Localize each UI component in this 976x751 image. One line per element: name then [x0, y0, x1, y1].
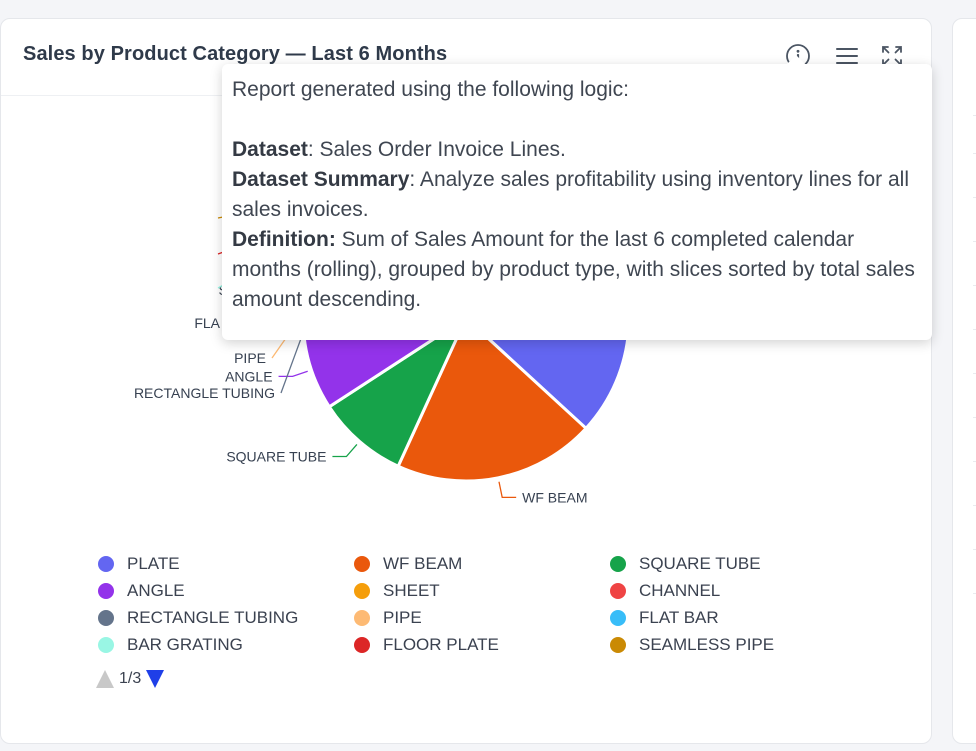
- legend-label: FLAT BAR: [639, 607, 719, 627]
- legend-label: PIPE: [383, 607, 422, 627]
- slice-label-fla: FLA: [194, 315, 220, 331]
- summary-text: : Analyze sales profitability using inve…: [232, 168, 910, 221]
- legend-prev-icon[interactable]: [96, 670, 114, 688]
- legend-dot-icon: [354, 636, 370, 653]
- label-line-angle: [278, 370, 308, 378]
- legend-dot-icon: [98, 555, 114, 572]
- legend-item-plate[interactable]: PLATE: [98, 550, 180, 577]
- legend-label: WF BEAM: [383, 553, 463, 573]
- pie-slice-square-tube[interactable]: [327, 313, 470, 469]
- legend-dot-icon: [98, 582, 114, 599]
- pie-slice-wf-beam[interactable]: [396, 315, 589, 483]
- legend-item-bar-grating[interactable]: BAR GRATING: [98, 631, 243, 658]
- tooltip-intro: Report generated using the following log…: [232, 78, 629, 101]
- legend-item-sheet[interactable]: SHEET: [354, 577, 440, 604]
- definition-text: Sum of Sales Amount for the last 6 compl…: [232, 228, 915, 311]
- info-tooltip: Report generated using the following log…: [222, 55, 932, 340]
- chart-title: Sales by Product Category — Last 6 Month…: [23, 43, 448, 65]
- legend-dot-icon: [98, 609, 114, 626]
- legend-dot-icon: [354, 609, 370, 626]
- legend-label: ANGLE: [127, 580, 185, 600]
- legend-label: FLOOR PLATE: [383, 634, 499, 654]
- legend-item-flat-bar[interactable]: FLAT BAR: [610, 604, 719, 631]
- legend-item-rectangle-tubing[interactable]: RECTANGLE TUBING: [98, 604, 298, 631]
- legend-item-seamless-pipe[interactable]: SEAMLESS PIPE: [610, 631, 774, 658]
- legend-dot-icon: [610, 609, 626, 626]
- legend-item-angle[interactable]: ANGLE: [98, 577, 185, 604]
- tooltip-summary: Dataset Summary: Analyze sales profitabi…: [232, 165, 922, 225]
- legend-item-channel[interactable]: CHANNEL: [610, 577, 720, 604]
- legend-label: SQUARE TUBE: [639, 553, 761, 573]
- legend-next-icon[interactable]: [146, 670, 165, 688]
- legend-label: SEAMLESS PIPE: [639, 634, 775, 654]
- legend-item-floor-plate[interactable]: FLOOR PLATE: [354, 631, 499, 658]
- label-line-square-tube: [332, 443, 358, 458]
- legend-label: RECTANGLE TUBING: [127, 607, 299, 627]
- legend-dot-icon: [610, 636, 626, 653]
- adjacent-card: [952, 18, 976, 744]
- legend-dot-icon: [354, 555, 370, 572]
- definition-label: Definition:: [232, 228, 336, 251]
- legend-pager: 1/3: [96, 670, 165, 688]
- legend-item-wf-beam[interactable]: WF BEAM: [354, 550, 462, 577]
- legend-dot-icon: [610, 582, 626, 599]
- legend-page-indicator: 1/3: [119, 670, 142, 687]
- legend-label: CHANNEL: [639, 580, 721, 600]
- legend-label: BAR GRATING: [127, 634, 243, 654]
- dataset-text: : Sales Order Invoice Lines.: [307, 138, 566, 161]
- tooltip-definition: Definition: Sum of Sales Amount for the …: [232, 225, 922, 315]
- legend-item-square-tube[interactable]: SQUARE TUBE: [610, 550, 761, 577]
- slice-label-angle: ANGLE: [225, 368, 272, 384]
- tooltip-dataset: Dataset: Sales Order Invoice Lines.: [232, 135, 922, 165]
- legend-label: PLATE: [127, 553, 180, 573]
- summary-label: Dataset Summary: [232, 168, 410, 191]
- legend-label: SHEET: [383, 580, 440, 600]
- legend-dot-icon: [98, 636, 114, 653]
- slice-label-rectangle-tubing: RECTANGLE TUBING: [134, 385, 275, 401]
- slice-label-wf-beam: WF BEAM: [522, 489, 587, 505]
- legend-dot-icon: [610, 555, 626, 572]
- slice-label-square-tube: SQUARE TUBE: [226, 449, 326, 465]
- slice-label-pipe: PIPE: [234, 350, 266, 366]
- legend-dot-icon: [354, 582, 370, 599]
- menu-icon[interactable]: [834, 43, 860, 69]
- dataset-label: Dataset: [232, 138, 308, 161]
- label-line-wf-beam: [498, 481, 517, 499]
- legend-item-pipe[interactable]: PIPE: [354, 604, 422, 631]
